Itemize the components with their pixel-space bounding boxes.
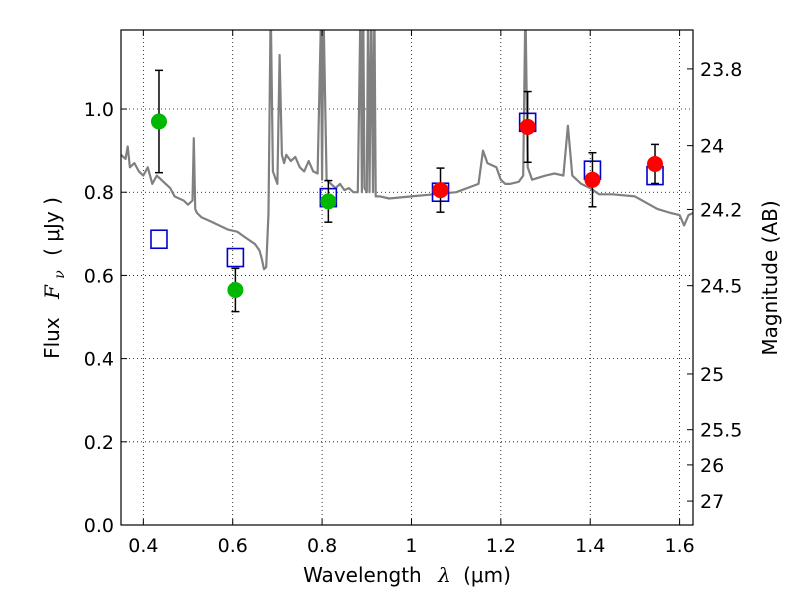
model-spectrum-line (121, 30, 693, 271)
x-tick-label: 1 (405, 535, 417, 557)
y-tick-label: 0.8 (84, 182, 114, 204)
y2-tick-label: 24.2 (700, 199, 742, 221)
tick-marks (121, 30, 693, 526)
observed-flux-point (584, 171, 601, 188)
x-tick-label: 1.2 (486, 535, 516, 557)
observed-flux-point (647, 155, 664, 172)
y2-tick-label: 26 (700, 455, 724, 477)
x-axis-title: Wavelength λ (μm) (303, 563, 511, 587)
observed-flux-point (519, 118, 536, 135)
x-tick-label: 1.6 (664, 535, 694, 557)
y-tick-label: 1.0 (84, 99, 114, 121)
model-photometry-square (226, 247, 245, 268)
y-axis-title: Flux F ν ( μJy ) (40, 197, 69, 359)
x-tick-label: 0.6 (218, 535, 248, 557)
observed-flux-point (227, 281, 244, 298)
y-axis-subscript: ν (52, 270, 68, 279)
x-tick-label: 0.8 (307, 535, 337, 557)
observed-flux-point (432, 182, 449, 199)
y2-tick-label: 24.5 (700, 276, 742, 298)
x-axis-symbol: λ (437, 563, 451, 587)
grid-lines (121, 30, 693, 526)
y2-tick-label: 25.5 (700, 420, 742, 442)
y2-tick-label: 23.8 (700, 59, 742, 81)
x-tick-label: 1.4 (575, 535, 605, 557)
y-axis-unit: ( μJy ) (40, 197, 64, 256)
y2-tick-label: 25 (700, 364, 724, 386)
model-spectrum-layer (121, 30, 693, 271)
x-axis-label: Wavelength (303, 563, 422, 587)
plot-frame (120, 29, 694, 526)
y-axis-symbol: F (40, 284, 64, 300)
y-tick-label: 0.6 (84, 265, 114, 287)
y-tick-label: 0.0 (84, 515, 114, 537)
x-axis-unit: (μm) (463, 563, 511, 587)
y-axis-label: Flux (40, 317, 64, 359)
y-tick-label: 0.2 (84, 432, 114, 454)
marker-layer (150, 69, 664, 313)
y-tick-label: 0.4 (84, 349, 114, 371)
y2-axis-title: Magnitude (AB) (758, 200, 782, 355)
y2-tick-label: 27 (700, 491, 724, 513)
y2-tick-label: 24 (700, 136, 724, 158)
model-photometry-square (150, 229, 168, 250)
tick-labels: 0.4 0.6 0.8 1 1.2 1.4 1.6 0.0 0.2 0.4 0.6 0.8 1.0 23.… (84, 59, 743, 557)
observed-flux-point (150, 113, 167, 130)
x-tick-label: 0.4 (128, 535, 158, 557)
observed-flux-point (320, 193, 337, 210)
